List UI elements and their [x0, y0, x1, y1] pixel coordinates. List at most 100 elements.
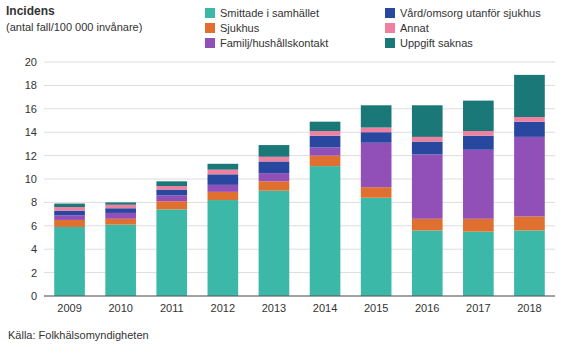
bar-segment	[54, 207, 85, 211]
bar-segment	[105, 219, 136, 225]
bar-segment	[361, 143, 392, 187]
bar-segment	[54, 215, 85, 220]
bar-segment	[514, 137, 545, 217]
x-tick-label: 2009	[57, 302, 81, 314]
legend-swatch	[385, 38, 395, 48]
y-tick-label: 12	[25, 150, 37, 162]
source-note: Källa: Folkhälsomyndigheten	[8, 329, 149, 341]
bar-segment	[463, 150, 494, 219]
x-tick-label: 2014	[313, 302, 337, 314]
bar-segment	[361, 132, 392, 143]
bar-segment	[259, 161, 290, 173]
bar-segment	[514, 122, 545, 137]
y-tick-label: 2	[31, 267, 37, 279]
bar-segment	[105, 225, 136, 296]
y-tick-label: 16	[25, 103, 37, 115]
bar-segment	[412, 154, 443, 218]
bar-segment	[259, 191, 290, 296]
bar-segment	[156, 201, 187, 209]
y-tick-label: 8	[31, 196, 37, 208]
legend-swatch	[205, 8, 215, 18]
bar-segment	[412, 230, 443, 296]
bar-segment	[208, 164, 239, 170]
bar-segment	[259, 181, 290, 190]
legend-swatch	[385, 23, 395, 33]
bar-segment	[310, 156, 341, 167]
legend-label: Uppgift saknas	[400, 37, 473, 49]
bar-segment	[208, 170, 239, 175]
x-tick-label: 2016	[415, 302, 439, 314]
bar-segment	[105, 202, 136, 204]
x-tick-label: 2010	[108, 302, 132, 314]
bar-segment	[361, 187, 392, 198]
grid-line	[44, 62, 555, 63]
bar-segment	[156, 186, 187, 190]
bar-segment	[310, 136, 341, 148]
bar-segment	[412, 219, 443, 231]
legend-label: Sjukhus	[220, 22, 260, 34]
chart: Incidens (antal fall/100 000 invånare) 0 2 4…	[0, 0, 567, 347]
legend-label: Annat	[400, 22, 429, 34]
x-tick-label: 2013	[262, 302, 286, 314]
bar-segment	[514, 75, 545, 117]
bar-segment	[105, 205, 136, 209]
y-tick-label: 14	[25, 126, 37, 138]
bar-segment	[156, 195, 187, 201]
bars	[54, 75, 545, 296]
grid-line	[44, 85, 555, 86]
bar-segment	[514, 230, 545, 296]
bar-segment	[259, 145, 290, 157]
x-tick-label: 2017	[466, 302, 490, 314]
bar-segment	[259, 157, 290, 162]
grid	[44, 62, 555, 296]
y-tick-label: 10	[25, 173, 37, 185]
y-tick-label: 4	[31, 243, 37, 255]
y-axis-unit: (antal fall/100 000 invånare)	[6, 21, 142, 33]
bar-segment	[463, 136, 494, 150]
bar-segment	[310, 147, 341, 155]
bar-segment	[259, 173, 290, 181]
bar-segment	[412, 137, 443, 142]
legend-label: Familj/hushållskontakt	[220, 37, 328, 49]
x-tick-label: 2018	[517, 302, 541, 314]
x-tick-label: 2011	[160, 302, 184, 314]
bar-segment	[310, 122, 341, 131]
bar-segment	[105, 208, 136, 213]
legend-swatch	[205, 38, 215, 48]
x-axis-line	[44, 296, 555, 297]
y-tick-label: 18	[25, 79, 37, 91]
bar-segment	[310, 131, 341, 136]
y-tick-label: 20	[25, 56, 37, 68]
bar-segment	[361, 128, 392, 133]
y-tick-label: 6	[31, 220, 37, 232]
bar-segment	[463, 131, 494, 136]
bar-segment	[463, 219, 494, 232]
y-tick-label: 0	[31, 290, 37, 302]
bar-segment	[105, 213, 136, 219]
bar-segment	[54, 220, 85, 227]
series	[54, 122, 545, 216]
bar-segment	[54, 227, 85, 296]
bar-segment	[156, 190, 187, 196]
bar-segment	[463, 101, 494, 131]
bar-segment	[208, 174, 239, 185]
bar-segment	[310, 166, 341, 296]
y-axis-label: Incidens	[6, 4, 55, 18]
x-tick-label: 2015	[364, 302, 388, 314]
bar-segment	[54, 204, 85, 208]
bar-segment	[208, 185, 239, 192]
bar-segment	[208, 200, 239, 296]
bar-segment	[54, 211, 85, 216]
legend-label: Smittade i samhället	[220, 7, 319, 19]
bar-segment	[412, 142, 443, 155]
series	[54, 75, 545, 207]
bar-segment	[412, 105, 443, 137]
x-tick-label: 2012	[211, 302, 235, 314]
bar-segment	[361, 105, 392, 127]
bar-segment	[463, 232, 494, 296]
grid-line	[44, 296, 555, 297]
bar-segment	[208, 192, 239, 200]
legend-swatch	[205, 23, 215, 33]
bar-segment	[514, 216, 545, 230]
legend: Smittade i samhället Sjukhus Familj/hushål…	[205, 7, 541, 49]
